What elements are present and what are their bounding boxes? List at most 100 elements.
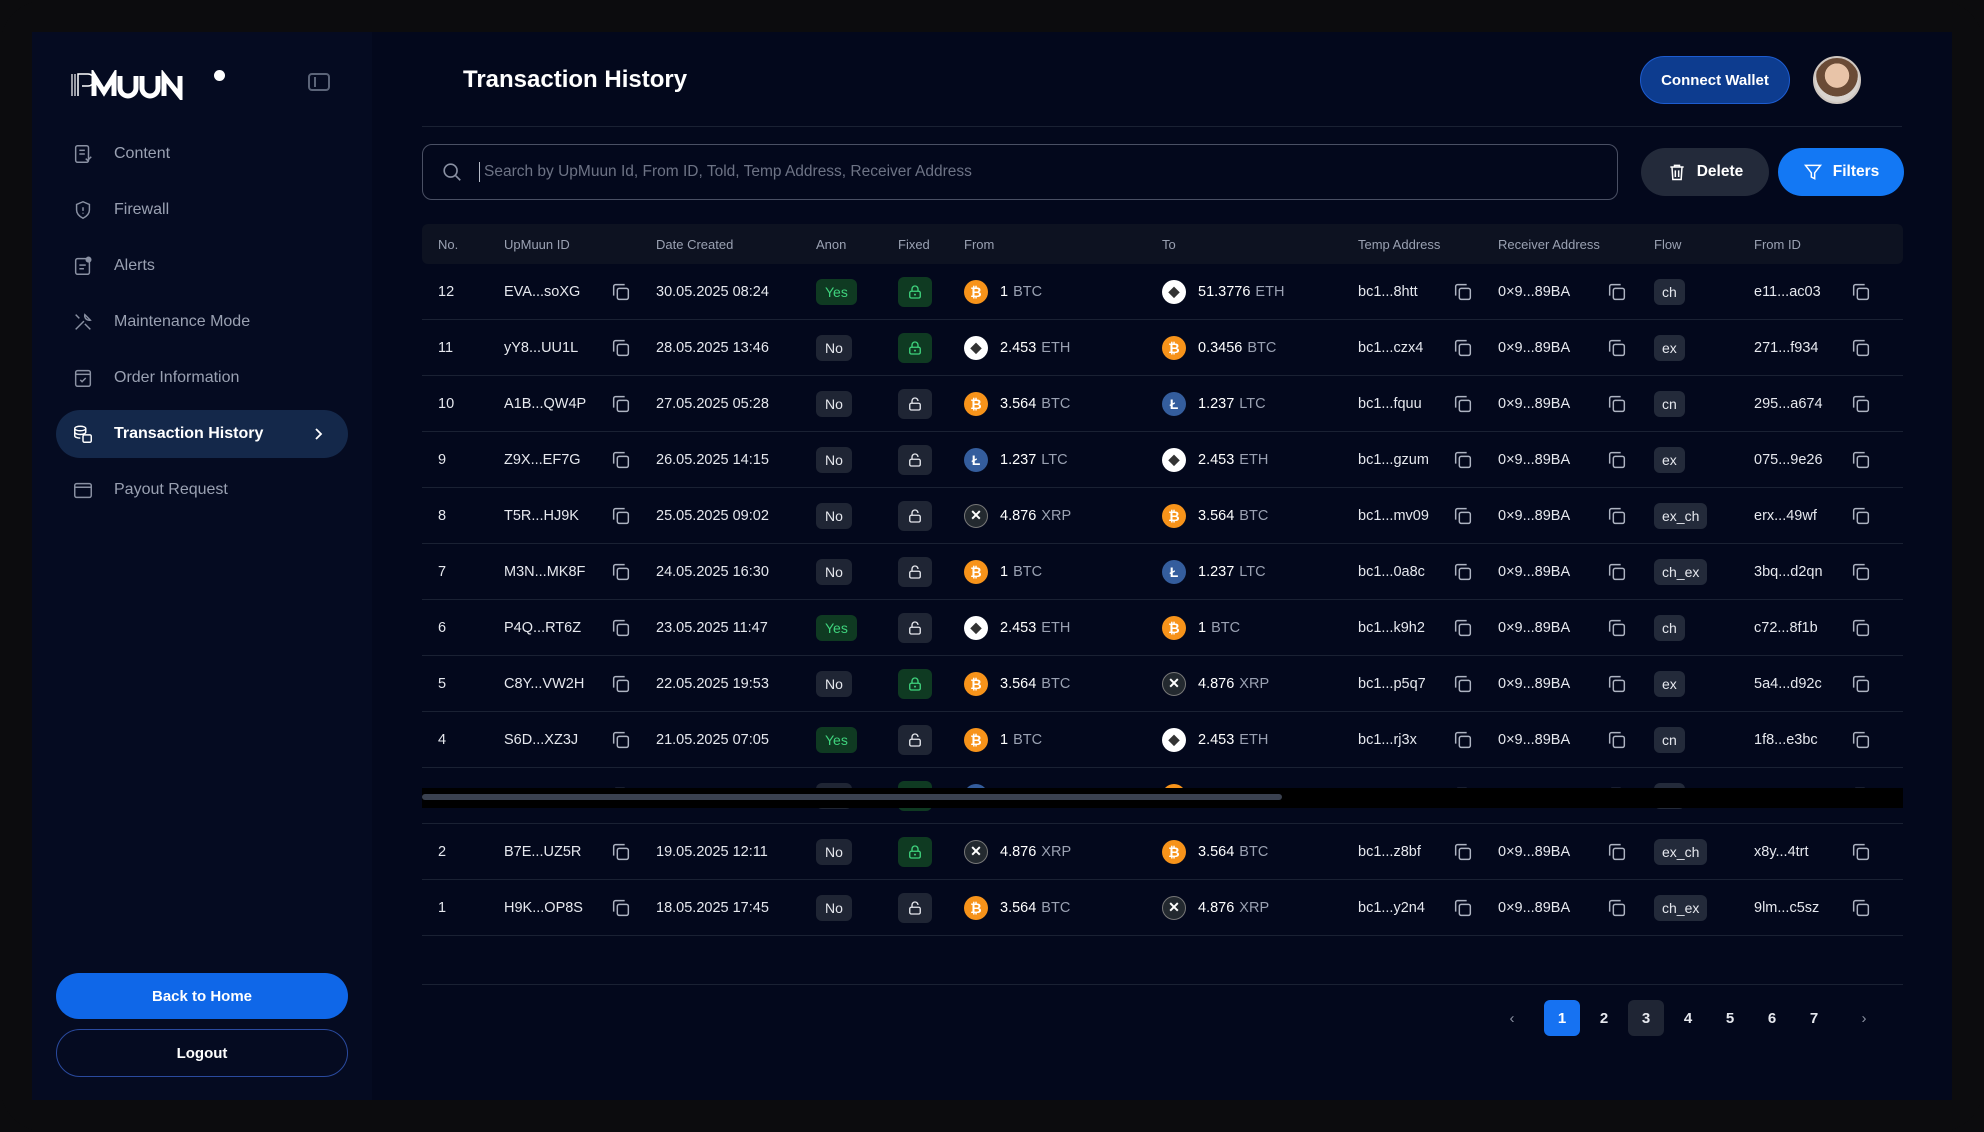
column-header-anon[interactable]: Anon (816, 236, 847, 252)
copy-icon[interactable] (1850, 617, 1872, 639)
copy-icon[interactable] (1452, 281, 1474, 303)
sidebar-item-order-information[interactable]: Order Information (56, 354, 348, 402)
copy-icon[interactable] (1850, 393, 1872, 415)
next-page-button[interactable]: › (1861, 1009, 1867, 1027)
copy-icon[interactable] (1850, 841, 1872, 863)
column-header-from-id[interactable]: From ID (1754, 236, 1801, 252)
column-header-receiver-address[interactable]: Receiver Address (1498, 236, 1600, 252)
from-currency: ETH (1041, 619, 1071, 636)
table-row[interactable]: 6 P4Q...RT6Z 23.05.2025 11:47 Yes ◆ 2.45… (422, 600, 1903, 656)
table-row[interactable]: 10 A1B...QW4P 27.05.2025 05:28 No ₿ 3.56… (422, 376, 1903, 432)
connect-wallet-button[interactable]: Connect Wallet (1640, 56, 1790, 104)
table-row[interactable]: 5 C8Y...VW2H 22.05.2025 19:53 No ₿ 3.564… (422, 656, 1903, 712)
copy-icon[interactable] (1606, 617, 1628, 639)
copy-icon[interactable] (1452, 617, 1474, 639)
copy-icon[interactable] (610, 673, 632, 695)
sidebar-item-payout-request[interactable]: Payout Request (56, 466, 348, 514)
copy-icon[interactable] (1452, 673, 1474, 695)
copy-icon[interactable] (1850, 281, 1872, 303)
table-row[interactable]: 7 M3N...MK8F 24.05.2025 16:30 No ₿ 1 BTC… (422, 544, 1903, 600)
copy-icon[interactable] (1452, 393, 1474, 415)
search-input[interactable] (484, 163, 1617, 181)
copy-icon[interactable] (610, 897, 632, 919)
sidebar-item-alerts[interactable]: Alerts (56, 242, 348, 290)
temp-address: bc1...z8bf (1358, 843, 1421, 860)
page-button-5[interactable]: 5 (1725, 1009, 1735, 1027)
copy-icon[interactable] (1606, 561, 1628, 583)
column-header-from[interactable]: From (964, 236, 995, 252)
copy-icon[interactable] (1606, 337, 1628, 359)
lock-open-icon (898, 556, 932, 587)
copy-icon[interactable] (1452, 337, 1474, 359)
copy-icon[interactable] (1452, 729, 1474, 751)
column-header-fixed[interactable]: Fixed (898, 236, 930, 252)
table-row[interactable]: 1 H9K...OP8S 18.05.2025 17:45 No ₿ 3.564… (422, 880, 1903, 936)
table-row[interactable]: 12 EVA...soXG 30.05.2025 08:24 Yes ₿ 1 B… (422, 264, 1903, 320)
copy-icon[interactable] (1452, 505, 1474, 527)
page-button-1[interactable]: 1 (1544, 1000, 1580, 1036)
sidebar-item-maintenance[interactable]: Maintenance Mode (56, 298, 348, 346)
copy-icon[interactable] (610, 281, 632, 303)
flow-cell: ch_ex (1654, 894, 1754, 921)
page-button-7[interactable]: 7 (1809, 1009, 1819, 1027)
page-button-3[interactable]: 3 (1628, 1000, 1664, 1036)
filters-button[interactable]: Filters (1778, 148, 1904, 196)
copy-icon[interactable] (1452, 897, 1474, 919)
column-header-no[interactable]: No. (438, 236, 459, 252)
sidebar-item-content[interactable]: Content (56, 130, 348, 178)
column-header-date[interactable]: Date Created (656, 236, 734, 252)
anon-cell: No (816, 390, 898, 417)
page-button-4[interactable]: 4 (1683, 1009, 1693, 1027)
copy-icon[interactable] (610, 841, 632, 863)
logout-button[interactable]: Logout (56, 1029, 348, 1077)
copy-icon[interactable] (1606, 505, 1628, 527)
receiver-address-cell: 0×9...89BA (1498, 393, 1654, 415)
table-row[interactable]: 2 B7E...UZ5R 19.05.2025 12:11 No ✕ 4.876… (422, 824, 1903, 880)
sidebar-item-transaction-history[interactable]: Transaction History (56, 410, 348, 458)
copy-icon[interactable] (610, 561, 632, 583)
table-row[interactable]: 8 T5R...HJ9K 25.05.2025 09:02 No ✕ 4.876… (422, 488, 1903, 544)
search-bar[interactable] (422, 144, 1618, 200)
scrollbar-thumb[interactable] (422, 794, 1282, 800)
delete-button[interactable]: Delete (1641, 148, 1769, 196)
column-header-to[interactable]: To (1162, 236, 1176, 252)
table-row[interactable]: 11 yY8...UU1L 28.05.2025 13:46 No ◆ 2.45… (422, 320, 1903, 376)
column-header-temp-address[interactable]: Temp Address (1358, 236, 1441, 252)
page-button-6[interactable]: 6 (1767, 1009, 1777, 1027)
copy-icon[interactable] (1606, 449, 1628, 471)
prev-page-button[interactable]: ‹ (1509, 1009, 1515, 1027)
horizontal-scrollbar[interactable] (422, 788, 1903, 808)
receiver-address-cell: 0×9...89BA (1498, 337, 1654, 359)
copy-icon[interactable] (1850, 505, 1872, 527)
copy-icon[interactable] (610, 337, 632, 359)
copy-icon[interactable] (610, 617, 632, 639)
back-to-home-button[interactable]: Back to Home (56, 973, 348, 1019)
copy-icon[interactable] (610, 505, 632, 527)
copy-icon[interactable] (1606, 673, 1628, 695)
copy-icon[interactable] (1606, 729, 1628, 751)
sidebar-item-firewall[interactable]: Firewall (56, 186, 348, 234)
copy-icon[interactable] (1850, 449, 1872, 471)
page-button-2[interactable]: 2 (1599, 1009, 1609, 1027)
copy-icon[interactable] (610, 393, 632, 415)
avatar[interactable] (1813, 56, 1861, 104)
copy-icon[interactable] (1606, 841, 1628, 863)
copy-icon[interactable] (1850, 337, 1872, 359)
table-row[interactable]: 9 Z9X...EF7G 26.05.2025 14:15 No Ł 1.237… (422, 432, 1903, 488)
copy-icon[interactable] (1850, 897, 1872, 919)
copy-icon[interactable] (1606, 281, 1628, 303)
copy-icon[interactable] (1606, 897, 1628, 919)
copy-icon[interactable] (1452, 449, 1474, 471)
copy-icon[interactable] (1452, 841, 1474, 863)
copy-icon[interactable] (1850, 729, 1872, 751)
column-header-flow[interactable]: Flow (1654, 236, 1682, 252)
sidebar-toggle-icon[interactable] (308, 73, 330, 91)
table-row[interactable]: 4 S6D...XZ3J 21.05.2025 07:05 Yes ₿ 1 BT… (422, 712, 1903, 768)
column-header-upmuun-id[interactable]: UpMuun ID (504, 236, 570, 252)
copy-icon[interactable] (610, 729, 632, 751)
copy-icon[interactable] (1606, 393, 1628, 415)
copy-icon[interactable] (1452, 561, 1474, 583)
copy-icon[interactable] (1850, 561, 1872, 583)
copy-icon[interactable] (610, 449, 632, 471)
copy-icon[interactable] (1850, 673, 1872, 695)
